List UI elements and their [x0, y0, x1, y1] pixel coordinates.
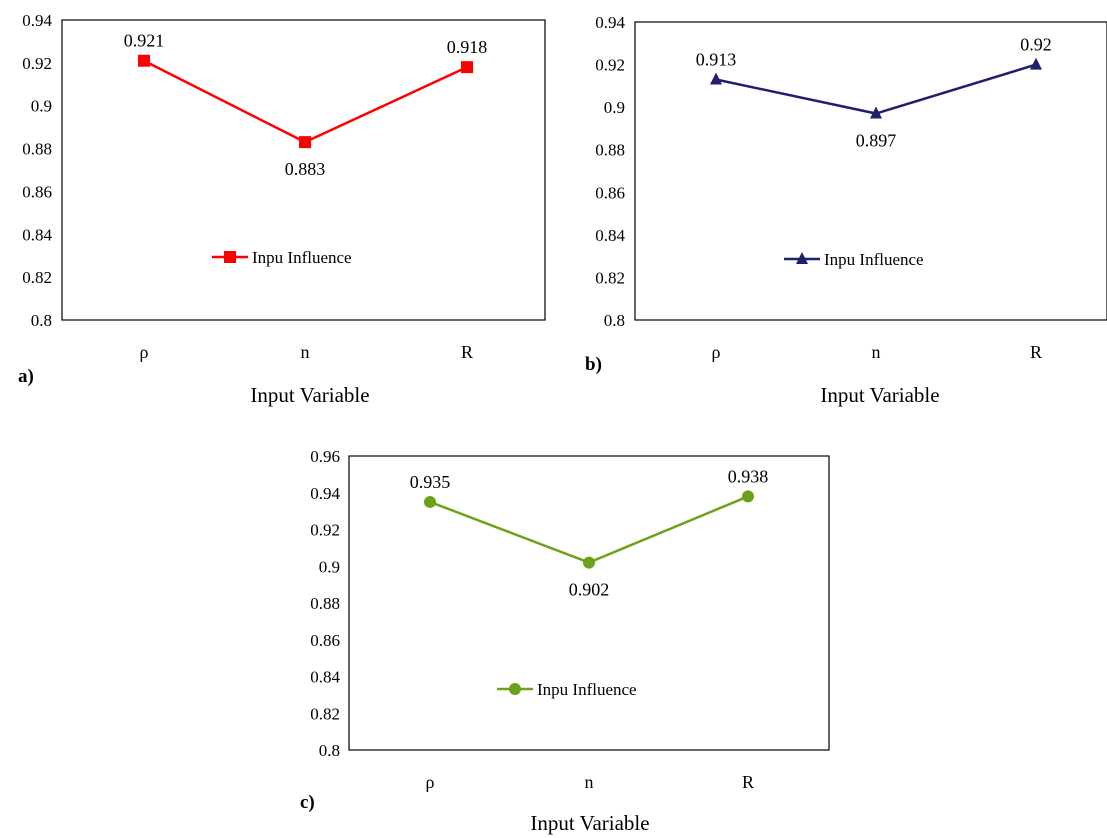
x-category-label: ρ	[140, 342, 149, 362]
y-tick-label: 0.84	[310, 668, 340, 687]
data-point	[424, 495, 436, 508]
panel-tag: c)	[300, 792, 315, 813]
legend: Inpu Influence	[784, 250, 924, 269]
y-tick-label: 0.82	[310, 704, 340, 723]
x-category-label: n	[585, 772, 594, 792]
data-point	[710, 72, 722, 85]
y-tick-label: 0.92	[22, 54, 52, 73]
data-point	[138, 54, 150, 67]
data-label: 0.883	[285, 159, 326, 179]
chart-panel-2: 0.8 0.82 0.84 0.86 0.88 0.9 0.92 0.94 ρ n R Input V…	[585, 13, 1107, 407]
data-label: 0.92	[1020, 35, 1052, 55]
x-axis-title: Input Variable	[250, 383, 369, 407]
data-point	[583, 556, 595, 569]
y-tick-label: 0.94	[22, 11, 52, 30]
y-tick-label: 0.88	[22, 140, 52, 159]
data-label: 0.921	[124, 31, 165, 51]
data-label: 0.918	[447, 37, 488, 57]
data-point	[742, 490, 754, 503]
y-tick-label: 0.84	[22, 225, 52, 244]
y-tick-label: 0.92	[595, 56, 625, 75]
chart-panel-3: 0.8 0.82 0.84 0.86 0.88 0.9 0.92 0.94 0.96 ρ n R Inp…	[300, 447, 830, 835]
panel-tag: b)	[585, 354, 602, 375]
plot-area	[348, 455, 830, 751]
data-label: 0.935	[410, 472, 451, 492]
x-category-label: n	[872, 342, 881, 362]
y-tick-label: 0.88	[310, 594, 340, 613]
y-tick-label: 0.9	[319, 557, 340, 576]
x-category-label: R	[1030, 342, 1042, 362]
y-tick-label: 0.8	[604, 311, 625, 330]
data-label: 0.902	[569, 580, 610, 600]
legend-label: Inpu Influence	[824, 250, 924, 269]
legend-label: Inpu Influence	[252, 248, 352, 267]
data-point	[870, 106, 882, 119]
x-category-label: n	[301, 342, 310, 362]
chart-panel-1: 0.8 0.82 0.84 0.86 0.88 0.9 0.92 0.94 ρ n R Input V…	[18, 11, 546, 407]
data-label: 0.897	[856, 131, 897, 151]
data-point	[461, 61, 473, 74]
x-category-label: R	[461, 342, 473, 362]
x-axis-title: Input Variable	[820, 383, 939, 407]
y-tick-label: 0.9	[31, 97, 52, 116]
data-label: 0.938	[728, 466, 769, 486]
y-tick-label: 0.88	[595, 141, 625, 160]
y-tick-label: 0.8	[31, 311, 52, 330]
y-tick-label: 0.96	[310, 447, 340, 466]
x-category-label: R	[742, 772, 754, 792]
x-category-label: ρ	[426, 772, 435, 792]
legend: Inpu Influence	[212, 248, 352, 267]
plot-area	[634, 21, 1107, 321]
y-tick-label: 0.82	[22, 268, 52, 287]
y-tick-label: 0.92	[310, 521, 340, 540]
y-tick-label: 0.86	[22, 182, 52, 201]
y-tick-label: 0.86	[310, 631, 340, 650]
y-tick-label: 0.8	[319, 741, 340, 760]
y-tick-label: 0.9	[604, 98, 625, 117]
legend-marker	[224, 251, 236, 263]
y-tick-label: 0.82	[595, 268, 625, 287]
legend-marker	[796, 252, 808, 264]
y-tick-label: 0.84	[595, 226, 625, 245]
x-axis-title: Input Variable	[530, 811, 649, 835]
legend-marker	[509, 683, 521, 695]
legend-label: Inpu Influence	[537, 680, 637, 699]
y-tick-label: 0.86	[595, 183, 625, 202]
data-point	[299, 136, 311, 149]
y-tick-label: 0.94	[595, 13, 625, 32]
panel-tag: a)	[18, 366, 34, 387]
data-point	[1030, 57, 1042, 70]
y-tick-label: 0.94	[310, 484, 340, 503]
legend: Inpu Influence	[497, 680, 637, 699]
x-category-label: ρ	[712, 342, 721, 362]
data-label: 0.913	[696, 49, 737, 69]
